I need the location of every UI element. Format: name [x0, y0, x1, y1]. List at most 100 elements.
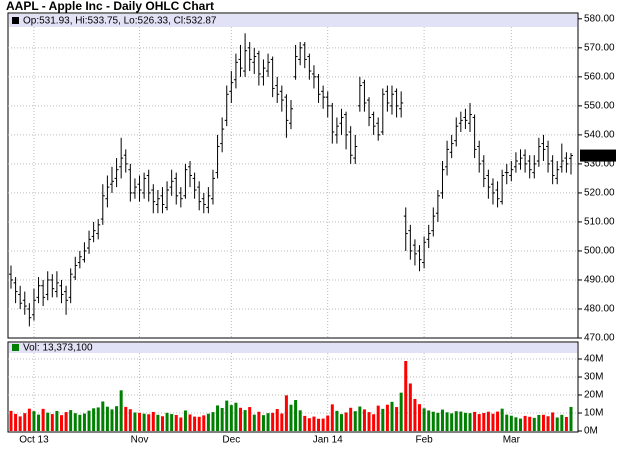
volume-bar	[248, 407, 252, 431]
volume-bar	[225, 400, 229, 431]
volume-bar	[427, 410, 431, 431]
volume-bar	[500, 408, 504, 431]
volume-bar	[496, 411, 500, 431]
y-tick-label: 550.00	[584, 100, 615, 111]
volume-bar	[569, 406, 573, 431]
volume-bar	[555, 417, 559, 431]
last-price-label: 532.87	[582, 150, 613, 161]
axes: 580.00 570.00 560.00 550.00 540.00 530.00 520.…	[19, 13, 616, 446]
volume-bar	[381, 408, 385, 431]
y-tick-label: 10M	[584, 408, 603, 419]
volume-bar	[560, 414, 564, 431]
volume-bar	[179, 417, 183, 431]
volume-bar	[115, 406, 119, 431]
volume-bar	[326, 415, 330, 431]
volume-bar	[546, 416, 550, 431]
volume-header	[9, 343, 577, 353]
volume-bar	[532, 417, 536, 431]
volume-bar	[14, 413, 18, 431]
volume-bar	[193, 416, 197, 431]
volume-bar	[110, 409, 114, 431]
last-price-box	[580, 149, 616, 162]
volume-bar	[183, 410, 187, 431]
x-tick-label: Oct 13	[19, 435, 49, 446]
volume-bar	[32, 411, 36, 431]
volume-bar	[64, 412, 68, 431]
volume-bar	[339, 414, 343, 431]
volume-bar	[174, 414, 178, 431]
volume-bar	[27, 408, 31, 431]
volume-bar	[202, 415, 206, 431]
volume-bar	[459, 411, 463, 431]
volume-bar	[23, 413, 27, 431]
volume-bar	[509, 415, 513, 431]
volume-bar	[280, 413, 284, 431]
volume-bar	[82, 413, 86, 431]
volume-bar	[69, 410, 73, 431]
volume-bar	[418, 404, 422, 431]
volume-bar	[491, 413, 495, 431]
price-header	[9, 14, 577, 27]
volume-bar	[243, 410, 247, 431]
y-tick-label: 560.00	[584, 71, 615, 82]
volume-bar	[477, 414, 481, 431]
x-tick-label: Jan 14	[313, 435, 343, 446]
volume-bar	[463, 412, 467, 431]
volume-bar	[349, 407, 353, 431]
y-tick-label: 570.00	[584, 42, 615, 53]
volume-bar	[206, 413, 210, 431]
volume-bar	[353, 411, 357, 431]
volume-bar	[216, 405, 220, 431]
x-tick-label: Dec	[222, 435, 240, 446]
y-tick-label: 20M	[584, 390, 603, 401]
volume-bar	[220, 407, 224, 431]
y-tick-label: 490.00	[584, 275, 615, 286]
volume-bar	[330, 404, 334, 431]
volume-bar	[165, 412, 169, 431]
volume-bar	[96, 407, 100, 431]
price-panel	[7, 12, 579, 339]
volume-bar	[239, 407, 243, 431]
volume-bar	[413, 398, 417, 431]
volume-bar	[234, 402, 238, 431]
volume-bar	[142, 413, 146, 431]
volume-bar	[275, 409, 279, 431]
volume-bar	[473, 411, 477, 431]
volume-bar	[87, 410, 91, 431]
volume-bar	[92, 408, 96, 431]
volume-bar	[564, 416, 568, 431]
volume-bar	[445, 412, 449, 431]
volume-bar	[101, 401, 105, 431]
volume-bar	[170, 414, 174, 431]
volume-bar	[156, 414, 160, 431]
volume-bar	[541, 414, 545, 431]
volume-bar	[307, 418, 311, 431]
volume-bar	[321, 418, 325, 431]
volume-bar	[119, 390, 123, 431]
volume-bar	[303, 415, 307, 431]
volume-bar	[298, 410, 302, 431]
y-tick-label: 500.00	[584, 246, 615, 257]
y-tick-label: 470.00	[584, 333, 615, 344]
volume-bar	[528, 416, 532, 431]
volume-bar	[151, 411, 155, 431]
volume-bar	[266, 413, 270, 431]
volume-bar	[138, 412, 142, 431]
volume-bar	[436, 412, 440, 431]
volume-bar	[317, 418, 321, 431]
volume-bar	[9, 410, 13, 431]
y-tick-label: 30M	[584, 372, 603, 383]
volume-bar	[367, 412, 371, 431]
volume-bar	[523, 415, 527, 431]
volume-bar	[50, 414, 54, 431]
volume-bar	[408, 383, 412, 431]
volume-bar	[124, 406, 128, 431]
volume-bar	[486, 411, 490, 431]
volume-bar	[385, 404, 389, 431]
volume-bar	[188, 414, 192, 431]
y-tick-label: 480.00	[584, 304, 615, 315]
volume-bar	[128, 409, 132, 431]
volume-bar	[37, 414, 41, 431]
volume-bar	[440, 409, 444, 431]
